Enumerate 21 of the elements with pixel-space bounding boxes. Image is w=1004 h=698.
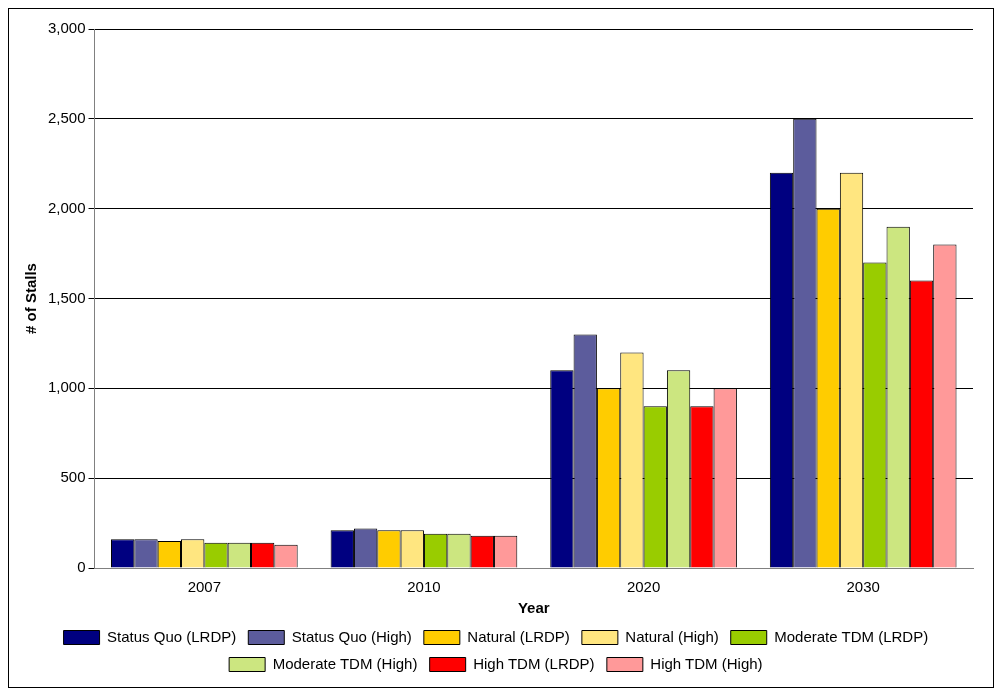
legend-label: Moderate TDM (LRDP) [774, 627, 929, 645]
legend-label: Natural (LRDP) [467, 627, 570, 645]
y-tick-label: 3,000 [47, 19, 86, 37]
y-axis-title: # of Stalls [22, 263, 40, 334]
legend-label: Natural (High) [625, 627, 719, 645]
x-tick-label: 2030 [846, 578, 880, 596]
x-axis-title: Year [517, 599, 550, 617]
y-tick-label: 2,500 [47, 108, 86, 126]
legend-label: High TDM (LRDP) [473, 654, 595, 672]
x-tick-label: 2010 [407, 578, 441, 596]
legend-label: Status Quo (LRDP) [107, 627, 237, 645]
x-tick-label: 2020 [626, 578, 661, 596]
y-tick-label: 1,000 [47, 378, 86, 396]
legend-label: Status Quo (High) [291, 627, 412, 645]
y-tick-label: 2,000 [47, 198, 86, 216]
y-tick-label: 0 [77, 558, 86, 576]
y-tick-label: 1,500 [47, 288, 86, 306]
legend-label: High TDM (High) [650, 654, 763, 672]
y-tick-label: 500 [60, 468, 86, 486]
x-tick-label: 2007 [187, 578, 222, 596]
legend-label: Moderate TDM (High) [272, 654, 418, 672]
